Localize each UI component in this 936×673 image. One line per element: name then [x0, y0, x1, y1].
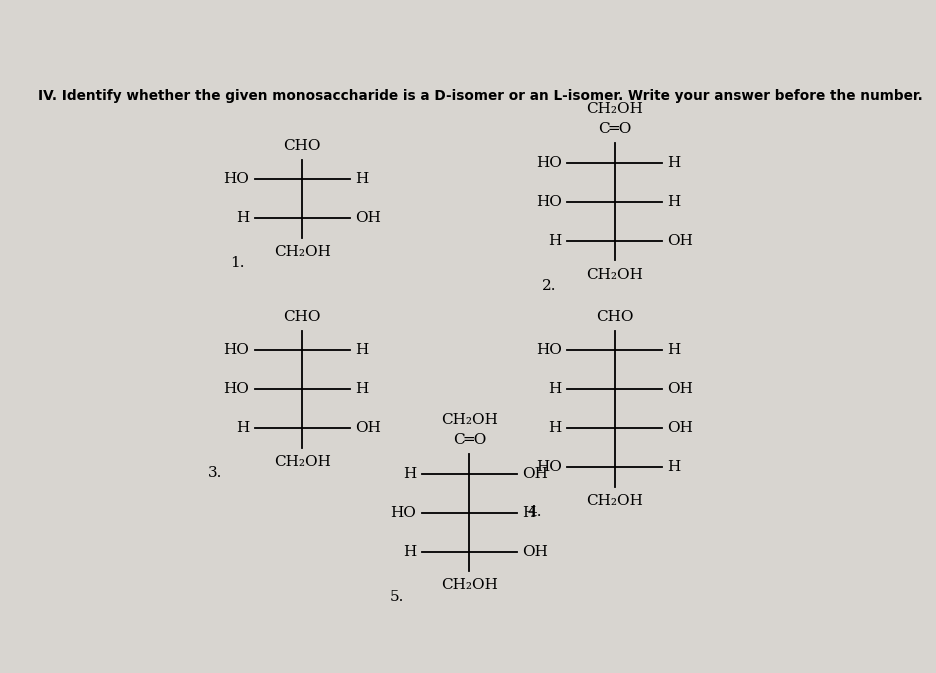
- Text: HO: HO: [535, 343, 561, 357]
- Text: H: H: [548, 234, 561, 248]
- Text: H: H: [355, 382, 368, 396]
- Text: CH₂OH: CH₂OH: [273, 245, 330, 259]
- Text: CH₂OH: CH₂OH: [586, 494, 642, 508]
- Text: CH₂OH: CH₂OH: [586, 102, 642, 116]
- Text: HO: HO: [535, 460, 561, 474]
- Text: H: H: [548, 382, 561, 396]
- Text: H: H: [666, 156, 680, 170]
- Text: H: H: [355, 172, 368, 186]
- Text: H: H: [402, 467, 416, 481]
- Text: OH: OH: [521, 467, 548, 481]
- Text: CH₂OH: CH₂OH: [441, 579, 497, 592]
- Text: HO: HO: [390, 505, 416, 520]
- Text: 5.: 5.: [389, 590, 403, 604]
- Text: HO: HO: [535, 194, 561, 209]
- Text: C═O: C═O: [452, 433, 486, 447]
- Text: H: H: [355, 343, 368, 357]
- Text: C═O: C═O: [597, 122, 631, 136]
- Text: OH: OH: [355, 421, 381, 435]
- Text: CH₂OH: CH₂OH: [586, 268, 642, 281]
- Text: HO: HO: [223, 172, 249, 186]
- Text: H: H: [666, 460, 680, 474]
- Text: CHO: CHO: [284, 310, 321, 324]
- Text: H: H: [236, 421, 249, 435]
- Text: IV. Identify whether the given monosaccharide is a D-isomer or an L-isomer. Writ: IV. Identify whether the given monosacch…: [37, 89, 922, 102]
- Text: HO: HO: [535, 156, 561, 170]
- Text: H: H: [521, 505, 535, 520]
- Text: H: H: [548, 421, 561, 435]
- Text: H: H: [666, 194, 680, 209]
- Text: H: H: [236, 211, 249, 225]
- Text: 2.: 2.: [541, 279, 556, 293]
- Text: OH: OH: [521, 544, 548, 559]
- Text: OH: OH: [355, 211, 381, 225]
- Text: 3.: 3.: [208, 466, 222, 481]
- Text: CH₂OH: CH₂OH: [441, 413, 497, 427]
- Text: CHO: CHO: [595, 310, 633, 324]
- Text: OH: OH: [666, 382, 693, 396]
- Text: HO: HO: [223, 343, 249, 357]
- Text: H: H: [402, 544, 416, 559]
- Text: 1.: 1.: [229, 256, 244, 271]
- Text: CHO: CHO: [284, 139, 321, 153]
- Text: OH: OH: [666, 234, 693, 248]
- Text: 4.: 4.: [527, 505, 541, 519]
- Text: OH: OH: [666, 421, 693, 435]
- Text: HO: HO: [223, 382, 249, 396]
- Text: CH₂OH: CH₂OH: [273, 455, 330, 469]
- Text: H: H: [666, 343, 680, 357]
